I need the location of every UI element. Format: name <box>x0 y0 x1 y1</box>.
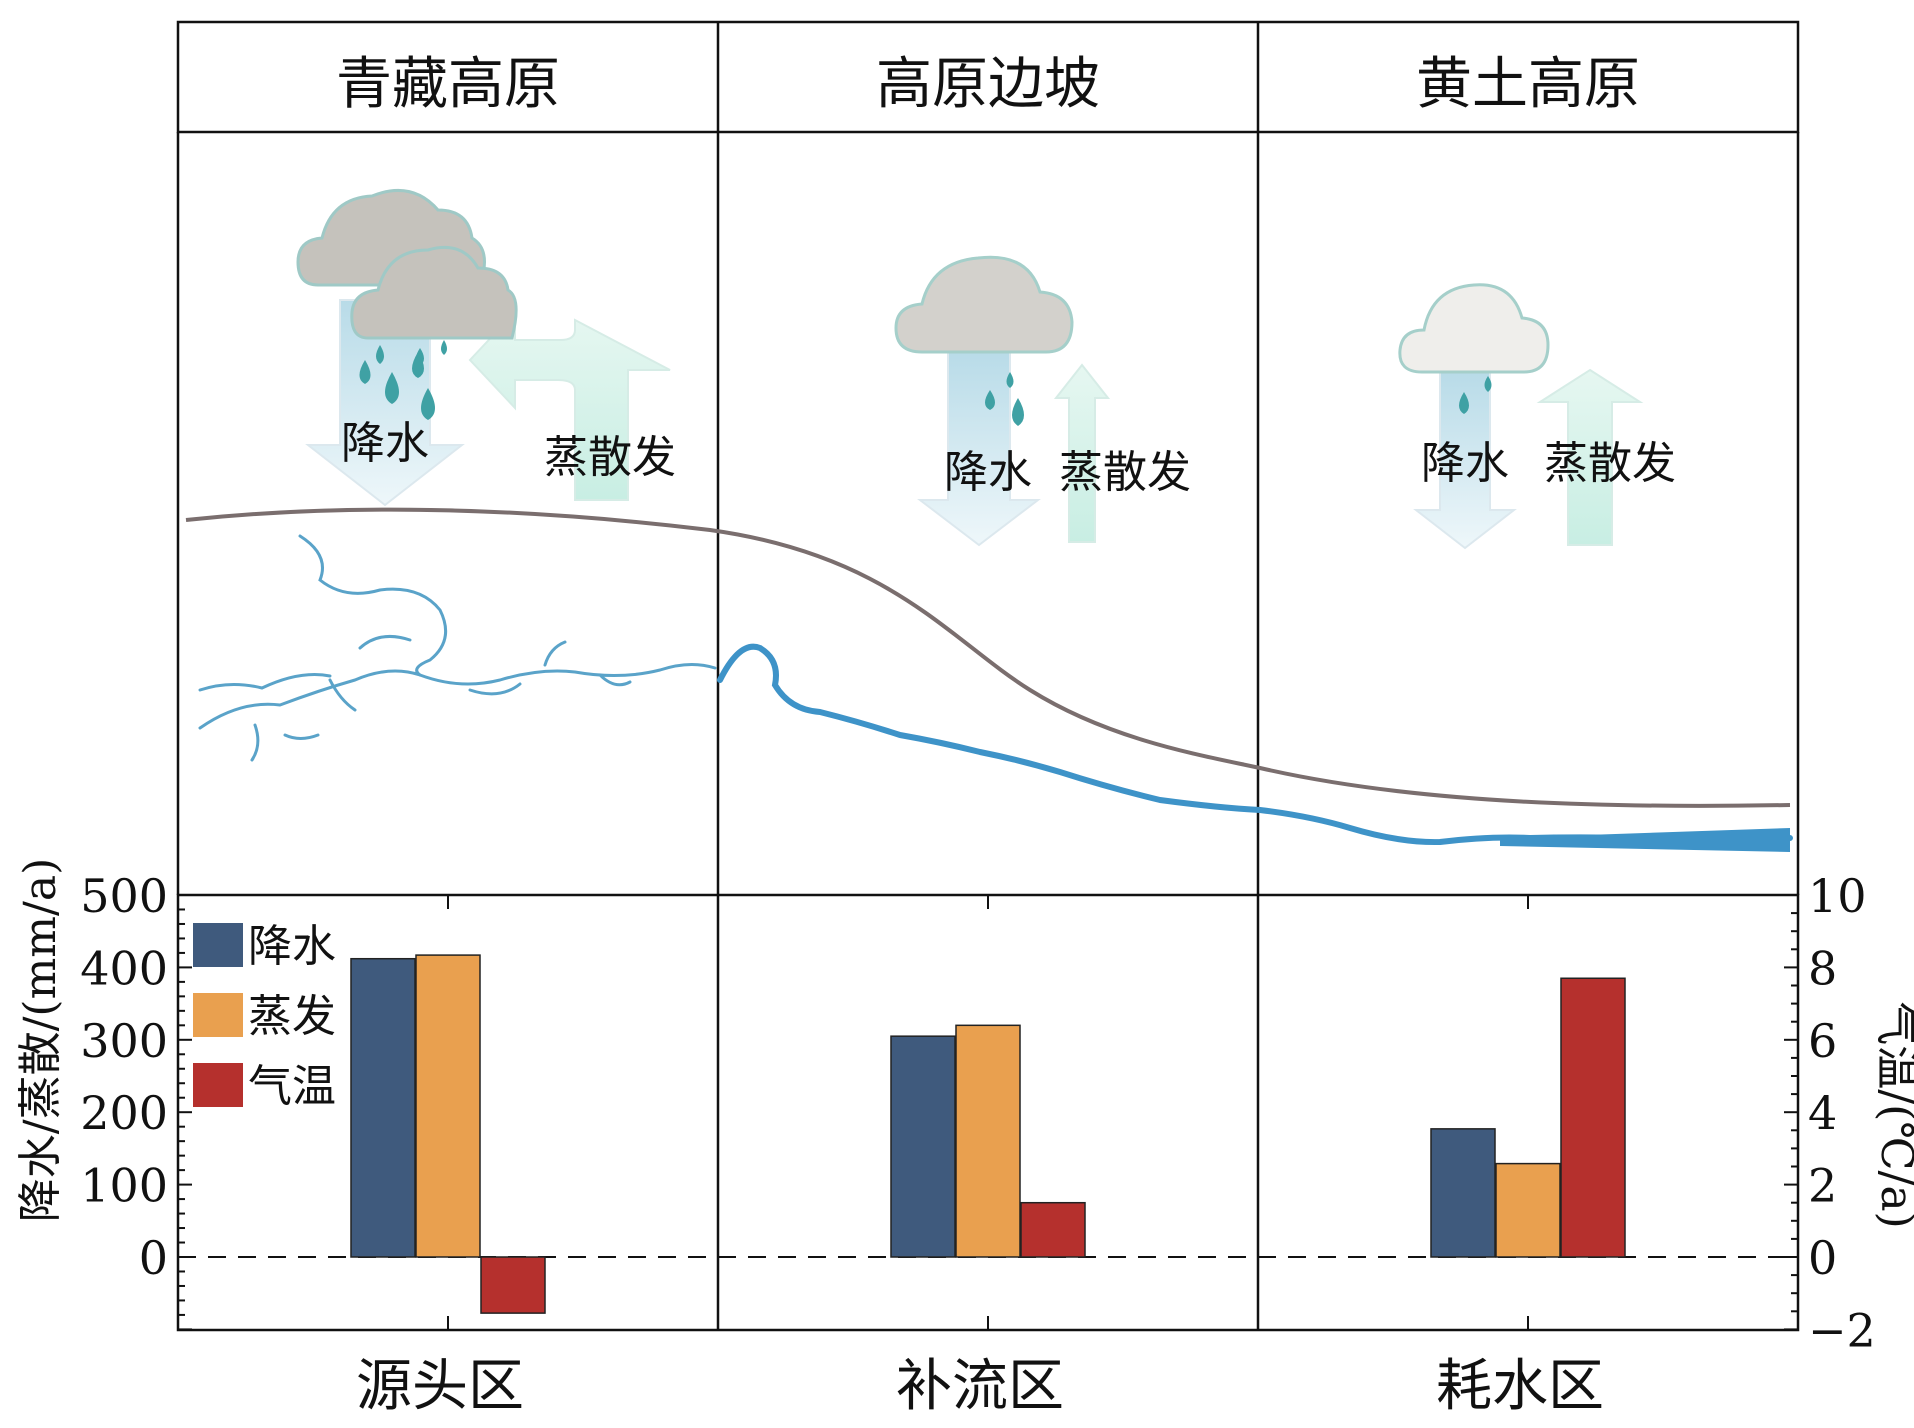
legend-swatch <box>193 993 243 1037</box>
water-cycle-region-2: 降水 蒸散发 <box>894 255 1191 547</box>
left-tick-label: 300 <box>80 1014 168 1068</box>
axis-ticks <box>178 894 1798 1331</box>
raindrops-icon <box>1459 376 1492 414</box>
bar-气温-源头区 <box>480 1256 546 1314</box>
right-tick-label: 4 <box>1808 1086 1837 1140</box>
river-mouth <box>1500 828 1790 852</box>
bar-降水-源头区 <box>350 957 416 1258</box>
legend-swatch <box>193 923 243 967</box>
right-tick-label: 0 <box>1808 1231 1837 1285</box>
raindrops-icon <box>985 372 1024 426</box>
precipitation-label-3: 降水 <box>1421 438 1509 489</box>
bar-气温-补流区 <box>1020 1201 1086 1258</box>
legend-swatch <box>193 1063 243 1107</box>
evaporation-arrow <box>1053 363 1111 543</box>
region-title-2: 高原边坡 <box>876 52 1100 117</box>
left-tick-label: 500 <box>80 869 168 923</box>
evaporation-label-2: 蒸散发 <box>1059 447 1191 498</box>
right-axis-label: 气温/(℃/a) <box>1871 1001 1914 1228</box>
left-axis-label: 降水/蒸散/(mm/a) <box>15 858 66 1222</box>
evaporation-arrow <box>1536 368 1644 546</box>
right-tick-label: 10 <box>1808 869 1867 923</box>
right-axis-tick-labels: 10 8 6 4 2 0 −2 <box>1808 869 1876 1357</box>
evaporation-label-3: 蒸散发 <box>1544 438 1676 489</box>
main-river <box>717 643 1793 846</box>
river-network <box>198 534 717 762</box>
category-label: 耗水区 <box>1436 1354 1604 1419</box>
water-cycle-region-3: 降水 蒸散发 <box>1398 283 1676 550</box>
precipitation-label-1: 降水 <box>341 418 429 469</box>
bars <box>350 954 1626 1314</box>
precipitation-arrow <box>1413 371 1517 550</box>
left-tick-label: 100 <box>80 1159 168 1213</box>
bar-蒸发-源头区 <box>415 954 481 1258</box>
legend-label: 气温 <box>248 1061 336 1112</box>
bar-气温-耗水区 <box>1560 977 1626 1258</box>
cloud-icon <box>1398 283 1550 374</box>
bar-蒸发-补流区 <box>955 1024 1021 1258</box>
evaporation-arrow-bent <box>468 309 671 501</box>
bar-降水-耗水区 <box>1430 1128 1496 1258</box>
left-tick-label: 200 <box>80 1086 168 1140</box>
left-tick-label: 400 <box>80 941 168 995</box>
bar-降水-补流区 <box>890 1035 956 1258</box>
bar-蒸发-耗水区 <box>1495 1162 1561 1258</box>
cloud-icon <box>296 188 518 340</box>
region-header: 青藏高原 高原边坡 黄土高原 <box>176 20 1800 1330</box>
bar-chart: 500 400 300 200 100 0 10 8 6 4 2 0 −2 源头区 补流区 耗水区 降水/… <box>15 858 1914 1419</box>
right-tick-label: −2 <box>1808 1303 1876 1357</box>
legend-label: 蒸发 <box>248 991 336 1042</box>
category-label: 源头区 <box>356 1354 524 1419</box>
precipitation-label-2: 降水 <box>944 447 1032 498</box>
cloud-icon <box>894 255 1074 354</box>
region-title-1: 青藏高原 <box>336 52 560 117</box>
right-tick-label: 8 <box>1808 941 1837 995</box>
legend-label: 降水 <box>248 921 336 972</box>
category-label: 补流区 <box>896 1354 1064 1419</box>
left-axis-tick-labels: 500 400 300 200 100 0 <box>80 869 168 1285</box>
water-cycle-region-1: 降水 蒸散发 <box>296 188 676 507</box>
terrain-profile-line <box>185 507 1791 808</box>
right-tick-label: 2 <box>1808 1159 1837 1213</box>
evaporation-label-1: 蒸散发 <box>544 432 676 483</box>
raindrops-icon <box>359 340 447 420</box>
right-tick-label: 6 <box>1808 1014 1837 1068</box>
illustration-panel: 降水 蒸散发 降水 蒸散发 降水 蒸散发 <box>176 132 1800 895</box>
left-tick-label: 0 <box>139 1231 168 1285</box>
category-labels: 源头区 补流区 耗水区 <box>356 1354 1604 1419</box>
region-title-3: 黄土高原 <box>1416 52 1640 117</box>
